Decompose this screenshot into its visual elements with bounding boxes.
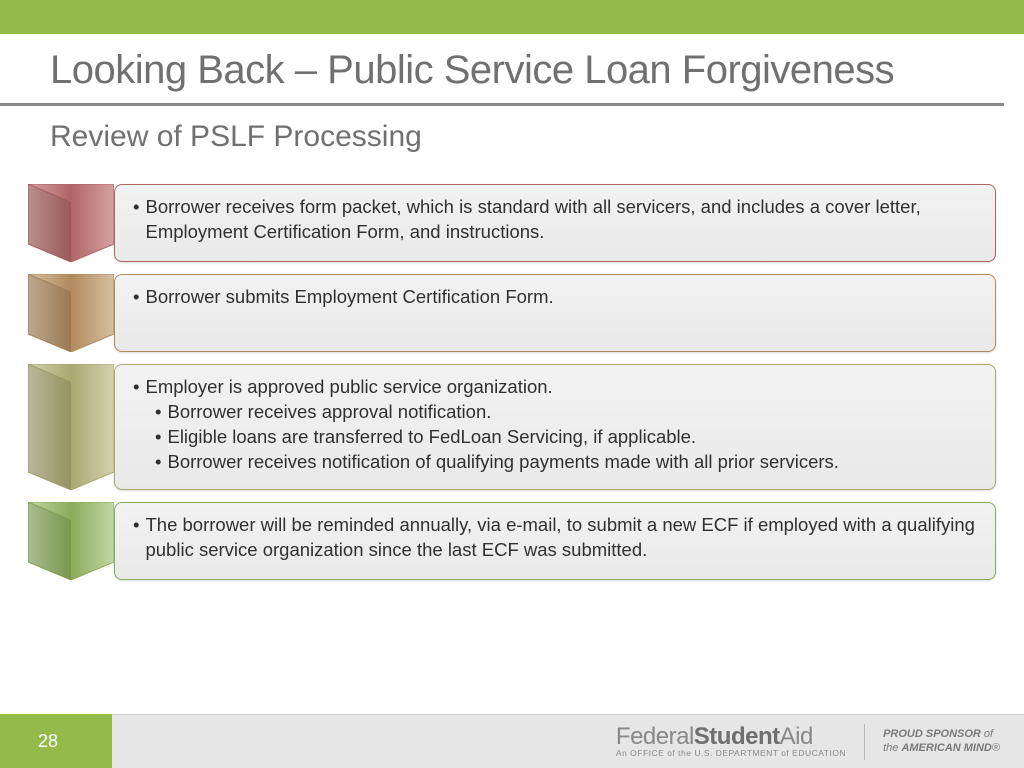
footer: 28 FederalStudentAid An OFFICE of the U.… <box>0 714 1024 768</box>
step-text: Borrower receives form packet, which is … <box>145 195 979 245</box>
step-text: Borrower submits Employment Certificatio… <box>145 285 553 310</box>
process-step: •Borrower submits Employment Certificati… <box>28 274 996 352</box>
logo-word-2: Student <box>694 723 780 750</box>
step-subtext: Borrower receives approval notification. <box>167 400 491 425</box>
sponsor-text: PROUD SPONSOR of the AMERICAN MIND® <box>883 728 1000 756</box>
step-text: Employer is approved public service orga… <box>145 375 552 400</box>
process-step: •Borrower receives form packet, which is… <box>28 184 996 262</box>
sponsor-l2b: AMERICAN MIND <box>901 742 991 754</box>
logo-word-1: Federal <box>616 723 694 750</box>
step-description: •Employer is approved public service org… <box>114 364 996 490</box>
chevron-icon <box>28 274 114 352</box>
step-description: •Borrower submits Employment Certificati… <box>114 274 996 352</box>
bullet-icon: • <box>133 375 145 400</box>
fsa-logo: FederalStudentAid An OFFICE of the U.S. … <box>616 725 846 758</box>
logo-subline: An OFFICE of the U.S. DEPARTMENT of EDUC… <box>616 749 846 758</box>
process-step: •The borrower will be reminded annually,… <box>28 502 996 580</box>
footer-divider <box>864 724 865 760</box>
page-title: Looking Back – Public Service Loan Forgi… <box>50 48 964 93</box>
title-bold: Looking Back <box>50 48 284 92</box>
process-step: •Employer is approved public service org… <box>28 364 996 490</box>
bullet-icon: • <box>155 450 167 475</box>
bullet-icon: • <box>133 285 145 310</box>
bullet-icon: • <box>133 513 145 563</box>
sponsor-l2a: the <box>883 742 901 754</box>
footer-branding: FederalStudentAid An OFFICE of the U.S. … <box>616 714 1024 768</box>
chevron-icon <box>28 364 114 490</box>
page-number: 28 <box>38 731 58 752</box>
chevron-icon <box>28 184 114 262</box>
bullet-icon: • <box>155 400 167 425</box>
title-light: Public Service Loan Forgiveness <box>327 48 894 92</box>
step-text: The borrower will be reminded annually, … <box>145 513 979 563</box>
step-description: •The borrower will be reminded annually,… <box>114 502 996 580</box>
sponsor-l1a: PROUD SPONSOR <box>883 728 981 740</box>
top-accent-bar <box>0 0 1024 34</box>
sponsor-l1b: of <box>981 728 993 740</box>
step-subtext: Borrower receives notification of qualif… <box>167 450 838 475</box>
logo-word-3: Aid <box>780 723 813 750</box>
step-description: •Borrower receives form packet, which is… <box>114 184 996 262</box>
bullet-icon: • <box>133 195 145 245</box>
process-steps: •Borrower receives form packet, which is… <box>0 164 1024 580</box>
step-subtext: Eligible loans are transferred to FedLoa… <box>167 425 696 450</box>
sponsor-mark: ® <box>992 742 1000 754</box>
footer-spacer <box>112 714 616 768</box>
chevron-icon <box>28 502 114 580</box>
header: Looking Back – Public Service Loan Forgi… <box>0 34 1004 106</box>
page-number-box: 28 <box>0 714 112 768</box>
bullet-icon: • <box>155 425 167 450</box>
title-sep: – <box>284 48 327 92</box>
subtitle: Review of PSLF Processing <box>0 106 1024 164</box>
